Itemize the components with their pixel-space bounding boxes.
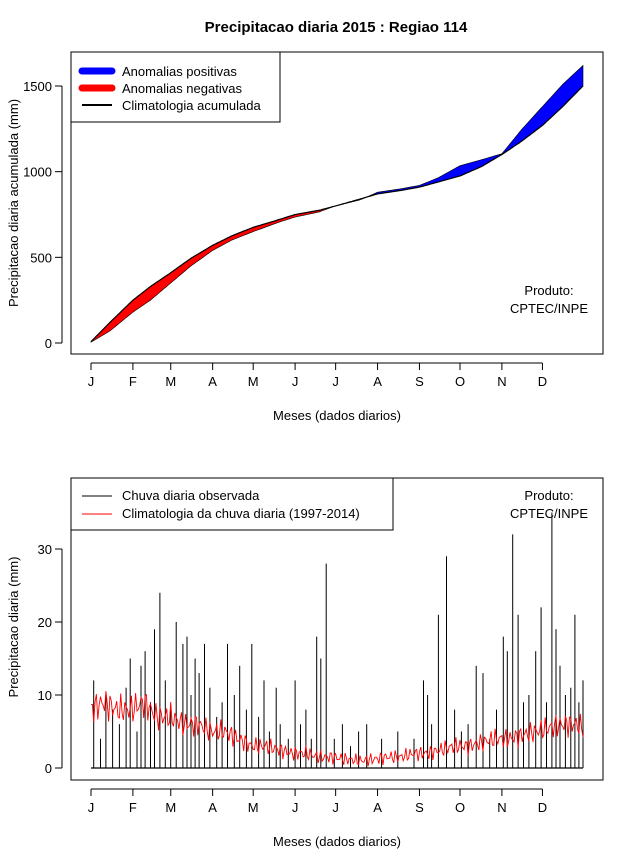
legend-observed-label: Chuva diaria observada [122,488,260,503]
negative-anomaly-area [90,205,336,343]
month-tick-label: M [248,374,259,389]
month-tick-label: S [415,374,424,389]
cumulative-plot: 0 500 1000 1500 J F M A M J J A S O N D [23,51,604,389]
month-tick-label: M [165,800,176,815]
month-tick-label: O [455,800,465,815]
cumulative-x-label: Meses (dados diarios) [273,408,401,423]
product-source-2: CPTEC/INPE [510,506,588,521]
month-tick-label: J [292,800,299,815]
daily-x-label: Meses (dados diarios) [273,834,401,849]
month-tick-label: F [129,800,137,815]
product-label: Produto: [524,283,573,298]
product-label-2: Produto: [524,488,573,503]
y-tick-label: 1500 [23,79,52,94]
anomaly-areas [90,64,584,343]
cumulative-legend: Anomalias positivas Anomalias negativas … [70,51,281,123]
month-tick-label: M [248,800,259,815]
positive-anomaly-area [366,64,584,198]
daily-plot: 0 10 20 30 J F M A M J J A S O N D [38,477,604,815]
daily-legend: Chuva diaria observada Climatologia da c… [70,477,394,531]
legend-negative-label: Anomalias negativas [122,81,242,96]
month-tick-label: S [415,800,424,815]
month-tick-label: D [538,374,547,389]
month-tick-label: J [292,374,299,389]
y-tick-label: 0 [45,761,52,776]
climatology-cumulative-line [90,85,584,343]
month-tick-label: J [88,800,95,815]
month-tick-label: M [165,374,176,389]
month-tick-label: N [497,374,506,389]
month-tick-label: J [88,374,95,389]
observed-rain-bars [91,512,584,769]
month-tick-label: O [455,374,465,389]
month-tick-label: A [208,800,217,815]
daily-y-label: Precipitacao diaria (mm) [6,557,21,698]
climatology-daily-line [90,691,584,767]
month-tick-label: D [538,800,547,815]
month-tick-label: A [208,374,217,389]
y-tick-label: 1000 [23,165,52,180]
y-tick-label: 30 [38,542,52,557]
legend-clim-daily-label: Climatologia da chuva diaria (1997-2014) [122,506,360,521]
cumulative-y-axis: 0 500 1000 1500 [23,79,63,351]
month-tick-label: J [332,800,339,815]
daily-y-axis: 0 10 20 30 [38,542,63,776]
legend-clim-label: Climatologia acumulada [122,98,262,113]
month-tick-label: A [373,800,382,815]
y-tick-label: 0 [45,336,52,351]
product-source: CPTEC/INPE [510,301,588,316]
cumulative-plot-frame [70,51,604,355]
month-tick-label: F [129,374,137,389]
month-tick-label: J [332,374,339,389]
y-tick-label: 10 [38,688,52,703]
y-tick-label: 500 [30,250,52,265]
month-tick-label: A [373,374,382,389]
month-tick-label: N [497,800,506,815]
chart-title: Precipitacao diaria 2015 : Regiao 114 [205,19,468,36]
climatology-line [90,691,584,767]
cumulative-y-label: Precipitacao diaria acumulada (mm) [6,99,21,307]
legend-positive-label: Anomalias positivas [122,64,237,79]
daily-legend-box [70,477,394,531]
y-tick-label: 20 [38,615,52,630]
